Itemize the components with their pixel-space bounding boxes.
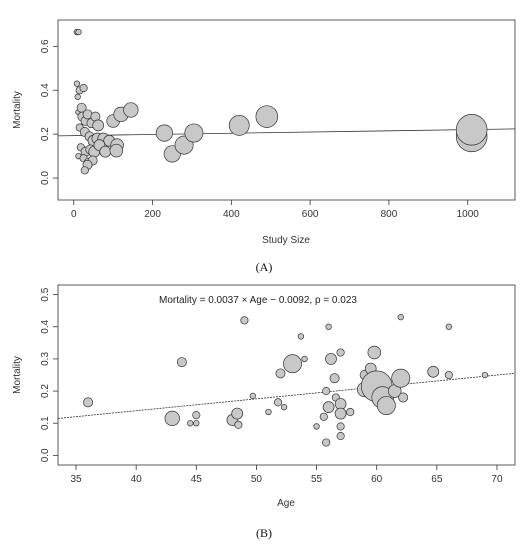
panel-a-x-tick-label-3: 600	[302, 209, 319, 220]
panel-a-point-5	[74, 93, 81, 100]
panel-a-point-2	[73, 80, 81, 87]
panel-b-point-4	[192, 411, 201, 420]
panel-a-point-45	[455, 114, 488, 146]
panel-b-x-axis-label: Age	[277, 498, 295, 509]
panel-b-point-29	[334, 407, 347, 420]
panel-b-chart: 35 40 45 50 55 60 65 70 0.0 0.1 0.2 0.3 0.4 0.5 Mort…	[12, 284, 516, 540]
panel-b-x-tick-label-6: 65	[431, 474, 443, 485]
panel-b-x-tick-label-5: 60	[371, 474, 383, 485]
panel-b-x-tick-label-2: 45	[191, 474, 203, 485]
panel-a-x-ticks: 0 200 400 600 800 1000	[71, 200, 479, 220]
panel-a-point-26	[99, 145, 112, 158]
panel-a-point-35	[123, 102, 139, 118]
panel-b-point-3	[187, 420, 194, 427]
panel-a-chart: 0 200 400 600 800 1000 0.0 0.2 0.4 0.6 Study Siz…	[12, 19, 516, 274]
panel-a-y-axis-label: Mortality	[12, 91, 23, 129]
panel-a-point-4	[79, 83, 88, 93]
panel-b-y-tick-label-2: 0.2	[40, 384, 51, 398]
panel-b-point-9	[240, 316, 249, 325]
panel-b-point-21	[322, 387, 331, 396]
panel-b-point-1	[164, 410, 180, 427]
panel-a-point-37	[109, 143, 124, 158]
panel-b-y-axis-label: Mortality	[12, 356, 23, 394]
panel-a-y-tick-label-2: 0.4	[40, 83, 51, 97]
panel-b-y-tick-label-4: 0.4	[40, 319, 51, 333]
panel-b-point-11	[265, 408, 272, 416]
panel-b-y-tick-label-3: 0.3	[40, 352, 51, 366]
panel-b-point-13	[275, 368, 286, 379]
panel-b-point-7	[231, 407, 244, 420]
panel-b-point-31	[336, 432, 345, 441]
panel-b-x-tick-label-7: 70	[491, 474, 503, 485]
panel-b-label: (B)	[256, 526, 272, 540]
panel-b-point-17	[301, 355, 308, 363]
panel-a-plot-frame	[57, 19, 516, 201]
panel-b-point-43	[398, 392, 409, 403]
panel-a-x-tick-label-4: 800	[381, 209, 398, 220]
panel-b-y-tick-label-1: 0.1	[40, 416, 51, 430]
panel-a-x-tick-label-1: 200	[144, 209, 161, 220]
panel-b-point-44	[427, 365, 440, 378]
panel-b-point-5	[193, 420, 200, 427]
panel-a-x-tick-label-2: 400	[223, 209, 240, 220]
panel-b-x-tick-label-4: 55	[311, 474, 323, 485]
panel-b-plot-frame	[57, 284, 516, 466]
panel-a-label: (A)	[256, 260, 273, 274]
panel-b-y-ticks: 0.0 0.1 0.2 0.3 0.4 0.5	[40, 287, 58, 462]
panel-b-point-8	[234, 420, 243, 429]
panel-a-y-tick-label-1: 0.2	[40, 127, 51, 141]
panel-b-point-32	[346, 407, 355, 417]
panel-b-points	[83, 313, 489, 447]
panel-a-fit-line	[57, 128, 516, 137]
panel-b-point-2	[176, 357, 187, 368]
panel-b-point-27	[336, 348, 345, 357]
panel-b-point-42	[397, 313, 404, 321]
panel-b-point-45	[445, 323, 453, 330]
panel-a-point-32	[80, 166, 89, 175]
panel-a-y-tick-label-0: 0.0	[40, 171, 51, 185]
panel-b-point-36	[367, 345, 382, 360]
panel-a-x-tick-label-0: 0	[71, 209, 77, 220]
panel-b-fit-line	[57, 372, 516, 419]
panel-a-y-tick-label-3: 0.6	[40, 39, 51, 53]
panel-b-point-25	[329, 373, 340, 384]
panel-b-point-10	[249, 392, 256, 400]
panel-b-point-41	[391, 368, 411, 388]
panel-a-point-13	[92, 119, 105, 132]
panel-a-points	[73, 28, 488, 175]
panel-b-point-23	[325, 323, 332, 330]
panel-a-point-42	[228, 115, 250, 136]
panel-b-x-tick-label-0: 35	[70, 474, 82, 485]
panel-b-x-tick-label-1: 40	[131, 474, 143, 485]
panel-b-x-ticks: 35 40 45 50 55 60 65 70	[70, 465, 503, 485]
panel-a-point-38	[155, 124, 173, 142]
panel-b-annotation: Mortality = 0.0037 × Age − 0.0092, p = 0…	[159, 295, 357, 306]
panel-b-point-20	[322, 438, 331, 447]
panel-a-point-1	[75, 28, 82, 36]
panel-b-point-14	[280, 403, 288, 411]
panel-b-y-tick-label-5: 0.5	[40, 287, 51, 301]
panel-b-point-16	[297, 333, 305, 340]
panel-a-x-tick-label-5: 1000	[457, 209, 480, 220]
panel-b-point-18	[313, 423, 320, 430]
panel-a-x-axis-label: Study Size	[262, 235, 310, 246]
panel-b-point-22	[322, 401, 335, 413]
panel-b-x-tick-label-3: 50	[251, 474, 263, 485]
panel-a-point-41	[184, 123, 204, 143]
panel-a-point-43	[255, 105, 279, 128]
panel-b-point-15	[283, 354, 302, 374]
panel-b-y-tick-label-0: 0.0	[40, 448, 51, 462]
panel-b-point-24	[325, 353, 337, 365]
panel-b-point-30	[336, 422, 345, 431]
panel-b-point-12	[274, 398, 283, 407]
panel-a-y-ticks: 0.0 0.2 0.4 0.6	[40, 39, 58, 185]
panel-b-point-47	[481, 371, 489, 379]
panel-b-point-19	[319, 412, 328, 421]
panel-b-point-0	[83, 397, 94, 408]
panel-b-point-39	[376, 396, 396, 415]
panel-b-point-46	[444, 370, 453, 380]
